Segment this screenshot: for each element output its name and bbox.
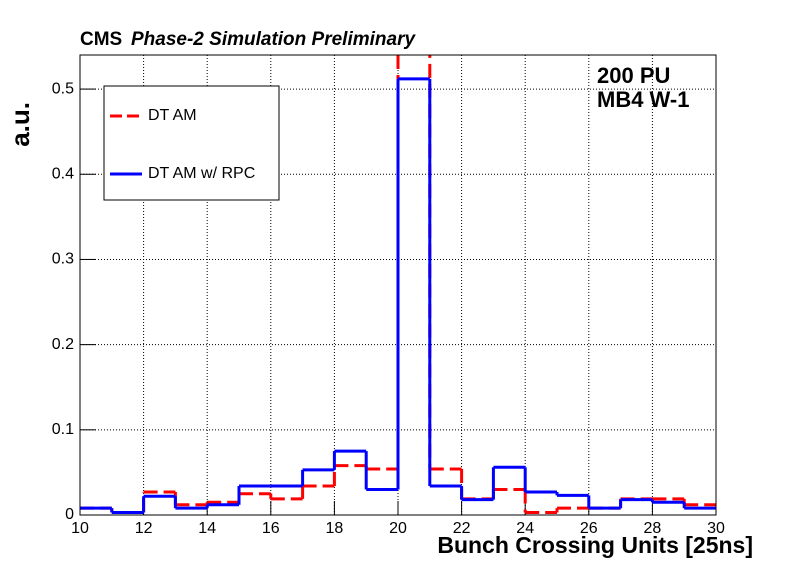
y-tick-label: 0.5 <box>52 80 74 97</box>
y-tick-label: 0.4 <box>52 165 74 182</box>
legend: DT AM DT AM w/ RPC <box>103 85 280 201</box>
x-tick-label: 10 <box>71 520 89 537</box>
x-axis-label: Bunch Crossing Units [25ns] <box>437 532 753 558</box>
annotation: MB4 W-1 <box>597 87 689 112</box>
x-tick-label: 18 <box>326 520 344 537</box>
plot-frame <box>79 54 717 516</box>
x-tick-label: 22 <box>453 520 471 537</box>
annotation: 200 PU <box>597 63 670 88</box>
x-tick-label: 12 <box>135 520 153 537</box>
y-tick-label: 0.3 <box>52 251 74 268</box>
chart-title: CMS <box>80 29 122 50</box>
histogram <box>80 55 716 514</box>
legend-label: DT AM w/ RPC <box>148 165 255 182</box>
x-tick-label: 20 <box>389 520 407 537</box>
x-tick-label: 28 <box>644 520 662 537</box>
legend-box <box>103 85 280 201</box>
y-tick-label: 0.1 <box>52 421 74 438</box>
legend-label: DT AM <box>148 107 197 124</box>
x-tick-label: 24 <box>516 520 534 537</box>
y-tick-label: 0 <box>65 506 74 523</box>
x-tick-label: 26 <box>580 520 598 537</box>
y-tick-label: 0.2 <box>52 336 74 353</box>
x-tick-label: 16 <box>262 520 280 537</box>
chart-subtitle: Phase-2 Simulation Preliminary <box>131 29 416 50</box>
y-axis-label: a.u. <box>5 102 35 147</box>
x-tick-label: 30 <box>707 520 725 537</box>
x-tick-label: 14 <box>198 520 216 537</box>
